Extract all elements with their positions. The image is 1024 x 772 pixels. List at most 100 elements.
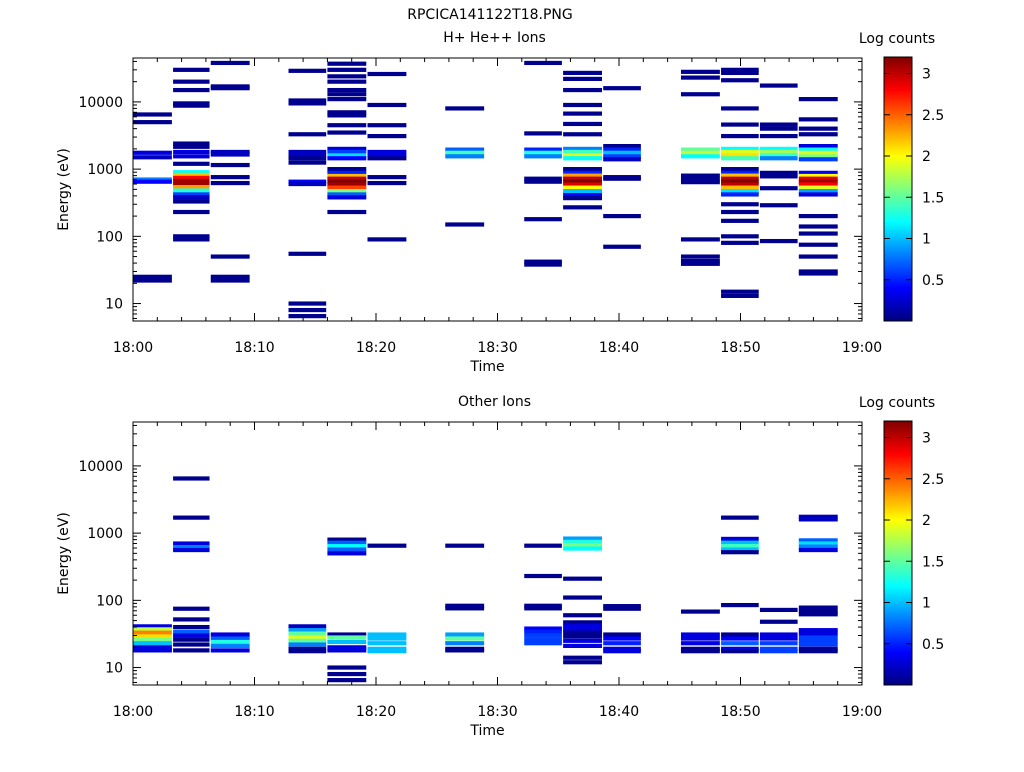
colorbar-tick-label: 2.5 — [922, 472, 944, 488]
x-axis-label: Time — [469, 359, 504, 375]
heatmap-cell — [288, 314, 327, 319]
y-axis-label: Energy (eV) — [56, 512, 72, 595]
heatmap-cell — [210, 152, 250, 157]
heatmap-cell — [173, 544, 210, 550]
heatmap-cell — [327, 635, 367, 640]
heatmap-cell — [173, 541, 210, 546]
colorbar-label: Log counts — [859, 395, 935, 411]
heatmap-cell — [798, 638, 838, 643]
heatmap-cell — [173, 648, 210, 653]
heatmap-cell — [759, 646, 798, 651]
colorbar-scale — [883, 420, 913, 686]
heatmap-cell — [327, 87, 367, 93]
heatmap-cell — [759, 186, 798, 191]
heatmap-cell — [327, 678, 367, 683]
heatmap-cell — [445, 636, 485, 641]
heatmap-cell — [173, 617, 210, 622]
colorbar-tick-label: 1.5 — [922, 190, 944, 206]
heatmap-cell — [798, 612, 838, 617]
heatmap-cell — [327, 665, 367, 670]
heatmap-cell — [367, 175, 407, 180]
heatmap-cell — [327, 639, 367, 645]
heatmap-cell — [798, 224, 838, 229]
heatmap-cell — [524, 573, 562, 579]
heatmap-cell — [327, 544, 367, 549]
colorbar-tick-label: 3 — [922, 431, 931, 447]
heatmap-cell — [288, 181, 327, 187]
y-tick-label: 1000 — [87, 162, 123, 178]
heatmap-cell — [524, 633, 562, 638]
heatmap-cell — [798, 517, 838, 522]
heatmap-cell — [603, 604, 641, 609]
heatmap-cell — [603, 646, 641, 651]
heatmap-cell — [603, 606, 641, 611]
heatmap-cell — [173, 170, 210, 175]
heatmap-cell — [798, 242, 838, 247]
heatmap-cell — [563, 185, 602, 190]
heatmap-cell — [721, 182, 759, 187]
colorbar-scale — [883, 56, 913, 322]
heatmap-cell — [759, 174, 798, 179]
heatmap-cell — [210, 175, 250, 180]
heatmap-cell — [563, 627, 602, 632]
heatmap-cell — [445, 222, 485, 227]
heatmap-cell — [524, 176, 562, 181]
heatmap-cell — [288, 642, 327, 647]
colorbar: Log counts 0.5 1 1.5 2 2.5 3 — [859, 395, 944, 686]
heatmap-cell — [798, 214, 838, 219]
heatmap-cell — [798, 538, 838, 543]
heatmap-cell — [798, 635, 838, 640]
heatmap-cell — [680, 154, 720, 159]
heatmap-cell — [327, 192, 367, 197]
heatmap-cell — [721, 192, 759, 197]
heatmap-cell — [798, 192, 838, 197]
heatmap-cell — [721, 153, 759, 158]
x-tick-label: 18:40 — [599, 340, 639, 356]
heatmap-cell — [721, 636, 759, 641]
heatmap-cell — [288, 101, 327, 106]
heatmap-cell — [173, 637, 210, 642]
heatmap-cell — [759, 170, 798, 175]
heatmap-cell — [327, 645, 367, 650]
heatmap-cell — [721, 218, 759, 223]
heatmap-cell — [563, 539, 602, 545]
heatmap-cell — [327, 632, 367, 637]
heatmap-cell — [524, 603, 562, 608]
heatmap-cell — [210, 636, 250, 641]
heatmap-cell — [524, 154, 562, 159]
x-tick-label: 18:20 — [356, 704, 396, 720]
heatmap-cell — [603, 641, 641, 646]
heatmap-cell — [327, 185, 367, 190]
x-axis: 18:00 18:10 18:20 18:30 18:40 18:50 19:00 Time — [113, 422, 882, 739]
heatmap-cell — [721, 106, 759, 111]
x-tick-label: 18:00 — [113, 704, 153, 720]
colorbar-tick-label: 1 — [922, 232, 931, 248]
heatmap-cell — [133, 278, 172, 283]
heatmap-cell — [445, 632, 485, 637]
heatmap-cell — [288, 638, 327, 643]
heatmap-cell — [680, 636, 720, 641]
heatmap-cell — [210, 149, 250, 155]
heatmap-cell — [327, 176, 367, 181]
heatmap-cell — [210, 274, 250, 279]
heatmap-cell — [680, 180, 720, 185]
x-tick-label: 18:20 — [356, 340, 396, 356]
heatmap-cell — [563, 87, 602, 93]
colorbar-label: Log counts — [859, 31, 935, 47]
x-tick-label: 19:00 — [842, 340, 882, 356]
heatmap-cell — [288, 160, 327, 165]
heatmap-cell — [798, 150, 838, 155]
heatmap-cell — [173, 195, 210, 200]
heatmap-cell — [721, 173, 759, 178]
x-axis: 18:00 18:10 18:20 18:30 18:40 18:50 19:00 Time — [113, 58, 882, 375]
colorbar-tick-label: 3 — [922, 67, 931, 83]
heatmap-cell — [524, 262, 562, 267]
heatmap-cell — [759, 83, 798, 88]
heatmap-cell — [367, 123, 407, 128]
heatmap-cell — [173, 154, 210, 159]
heatmap-cell — [288, 307, 327, 313]
heatmap-cell — [603, 150, 641, 155]
heatmap-cell — [210, 162, 250, 168]
heatmap-cell — [524, 150, 562, 155]
heatmap-cell — [680, 632, 720, 637]
